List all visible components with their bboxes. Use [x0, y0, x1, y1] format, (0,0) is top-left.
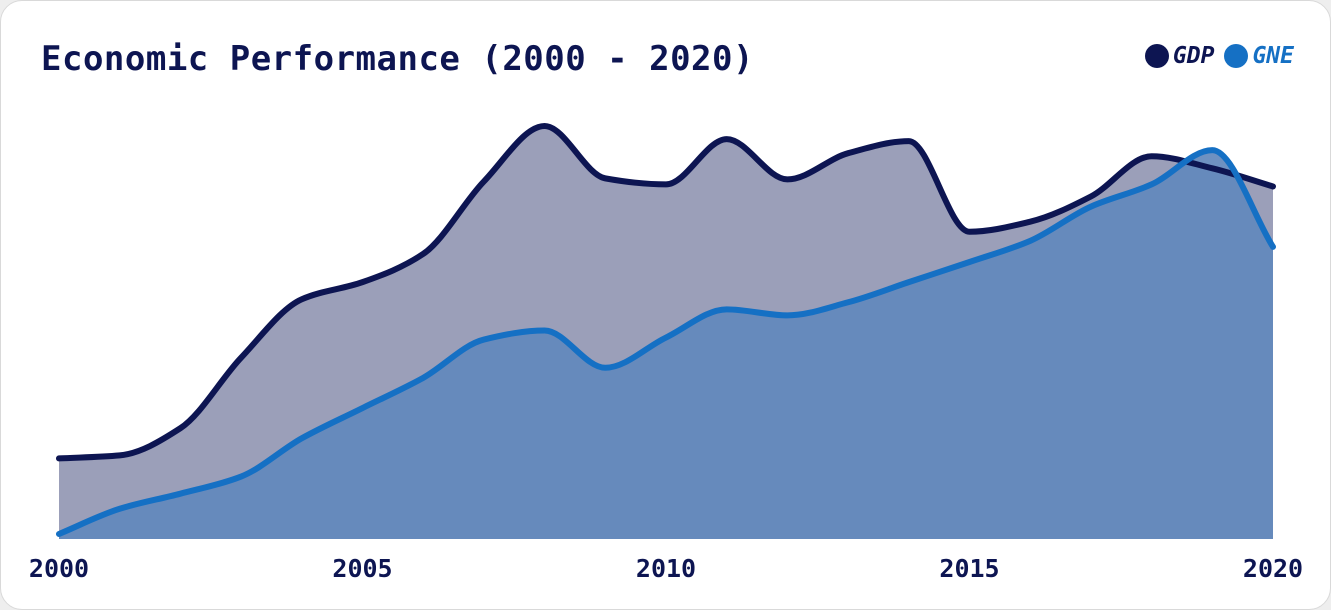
data-point-gne[interactable] [1270, 244, 1276, 250]
data-point-gdp[interactable] [967, 229, 973, 235]
data-point-gdp[interactable] [56, 455, 62, 461]
data-point-gne[interactable] [1088, 204, 1094, 210]
data-point-gdp[interactable] [1088, 194, 1094, 200]
data-point-gdp[interactable] [1027, 219, 1033, 225]
data-point-gne[interactable] [420, 375, 426, 381]
x-tick-label: 2010 [636, 554, 696, 583]
data-point-gne[interactable] [906, 279, 912, 285]
data-point-gdp[interactable] [1149, 153, 1155, 159]
data-point-gdp[interactable] [1270, 183, 1276, 189]
data-point-gdp[interactable] [420, 251, 426, 257]
x-tick-label: 2020 [1243, 554, 1303, 583]
data-point-gne[interactable] [1209, 147, 1215, 153]
data-point-gne[interactable] [663, 335, 669, 341]
data-point-gdp[interactable] [117, 452, 123, 458]
chart-legend: GDP GNE [1144, 43, 1294, 69]
data-point-gdp[interactable] [724, 136, 730, 142]
chart-title: Economic Performance (2000 - 2020) [41, 39, 754, 79]
x-tick-label: 2005 [332, 554, 392, 583]
data-point-gne[interactable] [967, 259, 973, 265]
data-point-gdp[interactable] [360, 279, 366, 285]
data-point-gne[interactable] [238, 474, 244, 480]
data-point-gne[interactable] [845, 299, 851, 305]
legend-item-gdp[interactable]: GDP [1144, 43, 1215, 69]
x-tick-label: 2000 [29, 554, 89, 583]
legend-label-gne: GNE [1252, 43, 1294, 69]
data-point-gne[interactable] [1149, 181, 1155, 187]
data-point-gne[interactable] [177, 491, 183, 497]
data-point-gne[interactable] [784, 312, 790, 318]
legend-marker-gne [1224, 44, 1249, 68]
data-point-gdp[interactable] [784, 176, 790, 182]
data-point-gdp[interactable] [602, 175, 608, 181]
data-point-gne[interactable] [56, 531, 62, 537]
x-tick-label: 2015 [939, 554, 999, 583]
data-point-gdp[interactable] [238, 355, 244, 361]
data-point-gdp[interactable] [481, 178, 487, 184]
legend-item-gne[interactable]: GNE [1224, 43, 1294, 69]
data-point-gdp[interactable] [177, 425, 183, 431]
line-gdp [56, 123, 1276, 462]
data-point-gdp[interactable] [845, 150, 851, 156]
legend-label-gdp: GDP [1172, 43, 1215, 69]
legend-marker-gdp [1144, 44, 1169, 68]
data-point-gne[interactable] [724, 306, 730, 312]
data-point-gdp[interactable] [906, 138, 912, 144]
data-point-gne[interactable] [602, 365, 608, 371]
line-gne [56, 147, 1276, 537]
data-point-gdp[interactable] [542, 123, 548, 129]
data-point-gne[interactable] [117, 506, 123, 512]
data-point-gdp[interactable] [663, 181, 669, 187]
data-point-gne[interactable] [481, 337, 487, 343]
data-point-gdp[interactable] [1209, 165, 1215, 171]
data-point-gne[interactable] [299, 435, 305, 441]
area-gne [59, 150, 1273, 540]
data-point-gne[interactable] [1027, 238, 1033, 244]
data-point-gne[interactable] [542, 327, 548, 333]
data-point-gne[interactable] [360, 405, 366, 411]
data-point-gdp[interactable] [299, 296, 305, 302]
